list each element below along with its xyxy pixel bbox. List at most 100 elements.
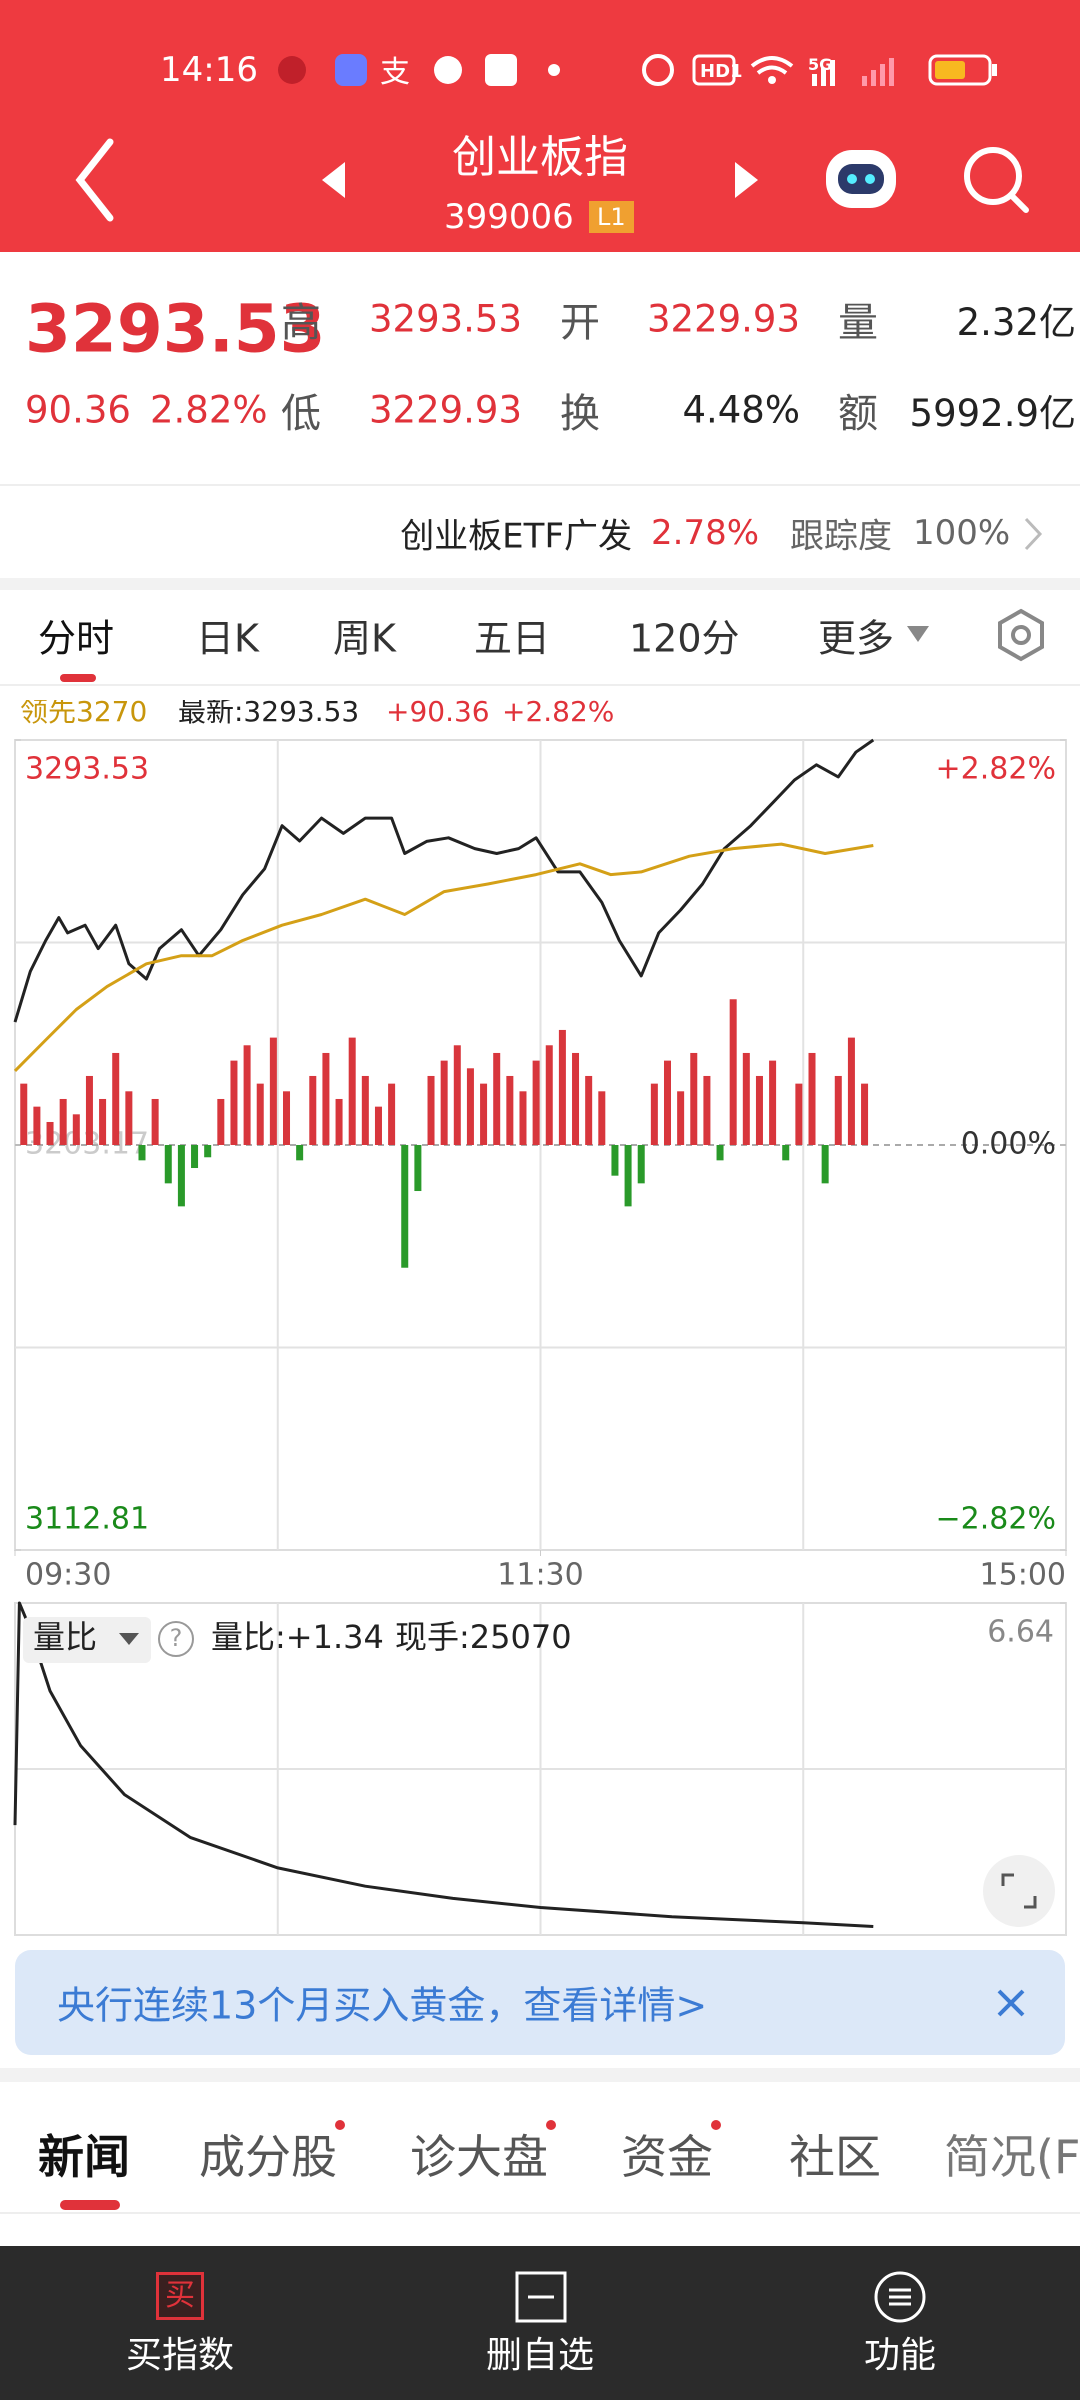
volume-bar (191, 1145, 199, 1169)
etf-name: 创业板ETF广发 (400, 516, 632, 557)
volume-bar (361, 1075, 369, 1145)
volume-bar (703, 1075, 711, 1145)
volume-bar (125, 1091, 133, 1145)
price-line (13, 842, 874, 1072)
volume-bar (414, 1145, 422, 1192)
assistant-button[interactable] (826, 150, 896, 208)
tab[interactable]: 周K (333, 616, 396, 661)
news-tab[interactable]: 简况(F (944, 2130, 1080, 2184)
tracking-label: 跟踪度 (790, 516, 892, 557)
tab[interactable]: 120分 (629, 616, 740, 661)
x-tick-label: 15:00 (980, 1558, 1066, 1593)
volume-bar (230, 1060, 238, 1145)
volume-bar (85, 1075, 93, 1145)
level-badge: L1 (589, 201, 634, 233)
nav-item[interactable]: 删自选 (485, 2335, 594, 2376)
volume-bar (598, 1091, 606, 1145)
volume-bar (59, 1098, 67, 1145)
y2-tick-label: 0.00% (961, 1127, 1056, 1162)
volume-bar (624, 1145, 632, 1207)
settings-button[interactable] (994, 608, 1048, 662)
prev-button[interactable] (322, 162, 345, 198)
volume-bar (742, 1052, 750, 1145)
y-tick-label: 6.64 (987, 1615, 1054, 1650)
header-bar: 14:16 支 HD1 5G 创业板指 399006 L1 (0, 0, 1080, 252)
search-button[interactable] (964, 147, 1029, 213)
fullscreen-button[interactable] (983, 1855, 1055, 1927)
volume-bar (33, 1106, 41, 1145)
volume-bar (269, 1037, 277, 1145)
volume-bar (611, 1145, 619, 1176)
legend-label: +90.36 (386, 700, 490, 728)
next-button[interactable] (735, 162, 758, 198)
divider (0, 684, 1080, 686)
field-value: 3293.53 (368, 297, 522, 341)
tracking-value: 100% (913, 513, 1011, 553)
legend-label: 领先3270 (20, 700, 147, 728)
badge-dot (546, 2120, 556, 2130)
y2-tick-label: +2.82% (936, 752, 1056, 787)
selector-label: 量比 (33, 1618, 97, 1656)
banner-text: 央行连续13个月买入黄金，查看详情> (57, 1983, 708, 2028)
volume-bar (99, 1098, 107, 1145)
tab-active[interactable]: 分时 (38, 616, 115, 661)
tab[interactable]: 更多 (818, 616, 895, 661)
volume-bar (729, 999, 737, 1145)
volume-bar (309, 1075, 317, 1145)
back-button[interactable] (75, 138, 114, 222)
volume-bar (532, 1060, 540, 1145)
selector-arrow (119, 1633, 139, 1645)
etf-row[interactable]: 创业板ETF广发 2.78% 跟踪度 100% (0, 484, 1080, 578)
buy-icon: 买 (156, 2272, 204, 2320)
tab[interactable]: 五日 (474, 616, 551, 661)
divider (0, 578, 1080, 590)
volume-bar (585, 1075, 593, 1145)
close-button[interactable] (996, 1988, 1026, 2018)
field-value: 5992.9亿 (909, 392, 1076, 435)
news-tab[interactable]: 诊大盘 (410, 2130, 548, 2184)
field-value: 2.32亿 (956, 301, 1076, 344)
x-tick-label: 11:30 (497, 1558, 583, 1593)
legend-label: +2.82% (502, 700, 614, 728)
volume-bar (401, 1145, 409, 1268)
volume-bar (112, 1052, 120, 1145)
volume-bar (296, 1145, 304, 1161)
status-icons: 支 (278, 54, 560, 90)
volume-bar (545, 1045, 553, 1145)
nav-item[interactable]: 买指数 (125, 2335, 234, 2376)
bottom-nav: 买 买指数 删自选 功能 (0, 2246, 1080, 2400)
price-line (13, 738, 875, 1023)
hand-label: 现手:25070 (395, 1618, 572, 1656)
menu-icon (874, 2271, 926, 2323)
volume-bar (374, 1106, 382, 1145)
news-tab-indicator (60, 2200, 120, 2210)
tab[interactable]: 日K (196, 616, 259, 661)
news-banner[interactable]: 央行连续13个月买入黄金，查看详情> (15, 1950, 1065, 2055)
volume-bar (217, 1098, 225, 1145)
fullscreen-icon (1001, 1873, 1037, 1909)
nav-item[interactable]: 功能 (863, 2335, 936, 2376)
volume-bar (283, 1091, 291, 1145)
volume-bar (335, 1098, 343, 1145)
volume-bar (821, 1145, 829, 1184)
news-tab[interactable]: 资金 (621, 2130, 713, 2184)
volume-bar (755, 1075, 763, 1145)
volume-bar (164, 1145, 172, 1184)
volume-bar (677, 1091, 685, 1145)
volume-bar (861, 1083, 869, 1145)
volume-bar (847, 1037, 855, 1145)
volume-bar (808, 1052, 816, 1145)
news-tab[interactable]: 成分股 (199, 2130, 337, 2184)
x-tick-label: 09:30 (25, 1558, 111, 1593)
charts: 3293.533203.173112.81+2.82%0.00%−2.82%09… (13, 700, 1067, 1936)
field-label: 开 (560, 300, 600, 346)
status-time: 14:16 (160, 50, 258, 90)
volume-bar (795, 1083, 803, 1145)
selector-box (23, 1617, 151, 1663)
volume-bar (204, 1145, 212, 1158)
news-tab[interactable]: 社区 (789, 2130, 881, 2184)
field-value: 4.48% (682, 388, 800, 432)
y-tick-label: 3293.53 (25, 752, 149, 787)
news-tab-active[interactable]: 新闻 (38, 2130, 130, 2184)
